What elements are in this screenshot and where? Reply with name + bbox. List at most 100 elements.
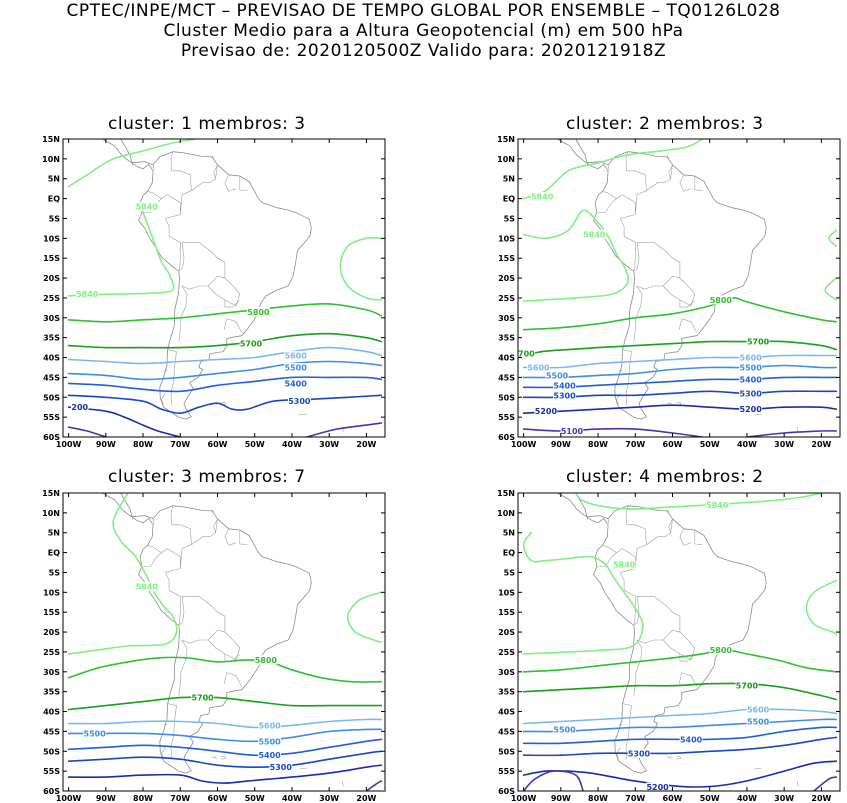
political-border	[191, 518, 218, 545]
political-border	[211, 509, 215, 513]
contour-label-background	[627, 748, 651, 758]
contour-label: 5600	[740, 354, 763, 363]
contour-5700	[522, 340, 838, 357]
contour-label-background	[545, 370, 569, 380]
contour-5700	[67, 696, 383, 711]
political-border	[207, 631, 241, 661]
contour-5300	[522, 390, 838, 399]
lat-label: 30S	[498, 314, 515, 323]
contour-label: 5500	[553, 725, 576, 734]
panel-2-title: cluster: 2 membros: 3	[566, 114, 764, 134]
contour-5500	[522, 718, 838, 733]
contour-label-background	[553, 724, 576, 734]
contour-label-background	[239, 339, 263, 349]
political-border	[239, 176, 248, 191]
contour-label-background	[530, 192, 554, 202]
political-border	[694, 176, 703, 191]
lat-label: 40S	[498, 708, 515, 717]
lon-label: 40W	[737, 440, 757, 449]
lon-label: 50W	[245, 440, 265, 449]
political-border	[147, 545, 181, 625]
map-frame	[62, 138, 386, 438]
lon-label: 60W	[208, 440, 228, 449]
contour-5400	[67, 738, 383, 757]
lon-label: 80W	[588, 794, 608, 803]
contour-label: 5300	[270, 763, 293, 772]
political-border	[341, 781, 344, 787]
lat-label: 45S	[43, 373, 60, 382]
contour-label-background	[646, 782, 669, 791]
contour-label: 5500	[546, 371, 569, 380]
political-border	[622, 349, 632, 406]
lon-label: 80W	[588, 440, 608, 449]
lat-label: 35S	[498, 334, 515, 343]
lon-label: 80W	[133, 440, 153, 449]
lat-label: 5N	[503, 529, 515, 538]
political-border	[161, 393, 166, 406]
political-border	[602, 545, 636, 625]
contour-5840	[67, 493, 178, 655]
contour-5200	[522, 404, 838, 414]
contour-5840	[346, 591, 383, 643]
contour-5840	[574, 493, 823, 510]
lon-label: 30W	[319, 794, 339, 803]
contour-5700	[522, 682, 838, 701]
political-border	[352, 135, 354, 137]
lon-label: 50W	[700, 440, 720, 449]
political-border	[807, 489, 809, 491]
political-border	[807, 135, 809, 137]
political-border	[796, 781, 799, 787]
contour-5600	[67, 718, 383, 729]
panel-1-title: cluster: 1 membros: 3	[108, 114, 306, 134]
contour-label: 5700	[240, 340, 263, 349]
contour-label: 5500	[285, 363, 308, 372]
contour-5400	[67, 376, 383, 393]
political-border	[224, 174, 237, 192]
political-border	[352, 489, 354, 491]
political-border	[694, 530, 703, 545]
contour-label: 5840	[531, 193, 554, 202]
contour-label: 5840	[583, 230, 606, 239]
lat-label: 55S	[498, 767, 515, 776]
contour-label: 5700	[736, 682, 759, 691]
political-border	[633, 639, 643, 696]
lat-label: 25S	[43, 648, 60, 657]
lat-label: 60S	[498, 787, 515, 796]
contour-label-background	[582, 229, 606, 239]
political-border	[131, 516, 134, 520]
lon-label: 50W	[700, 794, 720, 803]
contour-5840	[522, 209, 630, 302]
contour-label: 5300	[288, 397, 311, 406]
lat-label: 15N	[497, 135, 515, 144]
contour-label: 5800	[247, 308, 270, 317]
contour-label-background	[287, 396, 311, 406]
political-border	[646, 164, 673, 191]
lon-label: 100W	[56, 794, 82, 803]
contour-5500	[522, 364, 838, 379]
political-border	[178, 639, 188, 696]
contour-5200	[67, 406, 182, 437]
political-border	[147, 191, 181, 271]
contour-5600	[522, 354, 838, 369]
political-border	[207, 277, 241, 307]
political-border	[299, 413, 307, 416]
lon-label: 40W	[282, 794, 302, 803]
contour-label: 5800	[710, 296, 733, 305]
lon-label: 20W	[811, 440, 831, 449]
contour-label-background	[739, 388, 763, 398]
contour-label: 5500	[258, 737, 281, 746]
political-border	[141, 552, 162, 567]
contour-label-background	[746, 337, 770, 347]
political-border	[164, 365, 168, 373]
political-border	[662, 277, 696, 307]
political-border	[213, 518, 218, 533]
map-frame	[517, 492, 841, 792]
contour-label-background	[709, 295, 733, 305]
political-border	[754, 413, 762, 416]
contour-label-background	[191, 693, 214, 703]
contour-label-background	[284, 362, 308, 372]
contour-5200	[522, 760, 838, 788]
political-border	[679, 174, 692, 192]
lat-label: 50S	[43, 393, 60, 402]
contour-label-background	[739, 374, 763, 384]
